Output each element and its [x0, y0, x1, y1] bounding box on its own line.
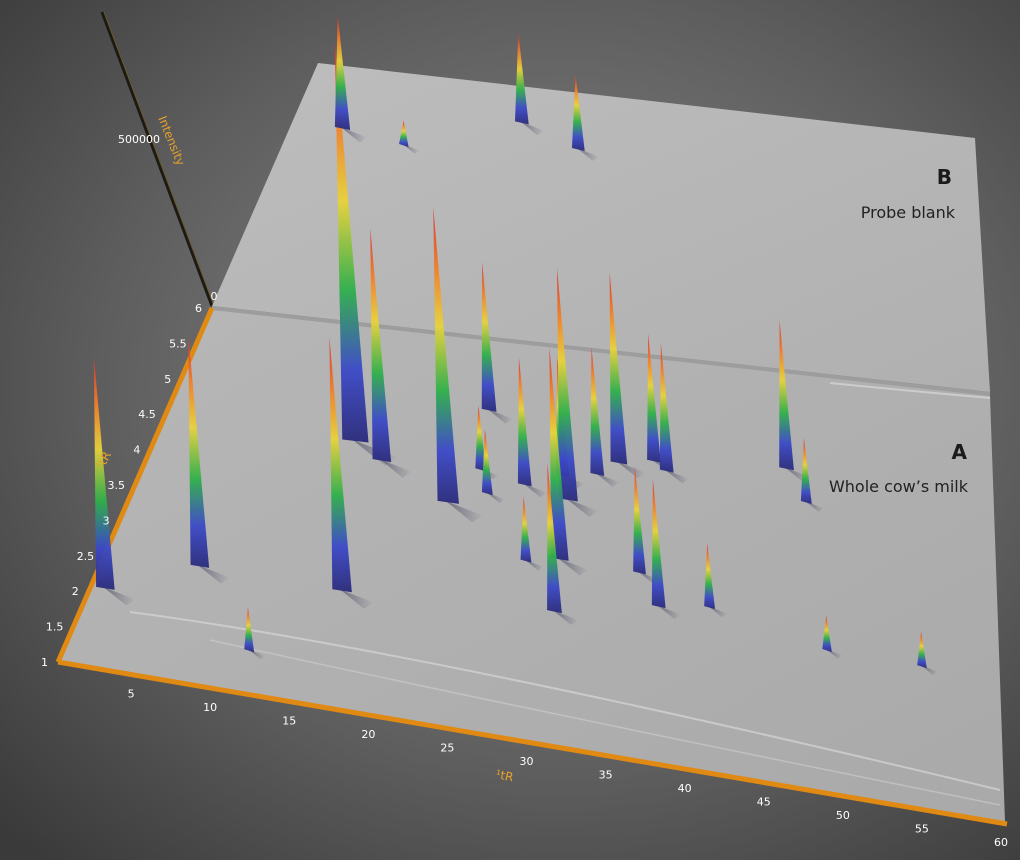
- x-tick-label: 60: [994, 836, 1008, 849]
- peak: [557, 267, 578, 502]
- peak-shadow: [616, 461, 646, 479]
- peak: [590, 346, 605, 476]
- peak-shadow: [487, 408, 514, 424]
- peak: [547, 463, 562, 614]
- peak: [659, 343, 674, 473]
- peak: [481, 261, 497, 412]
- x-tick-label: 25: [440, 742, 454, 755]
- x-axis-bar: [57, 659, 1008, 827]
- x-tick-label: 30: [520, 755, 534, 768]
- y-tick-label: 4: [133, 444, 140, 457]
- peak-shadow: [595, 472, 620, 487]
- peak-shadow: [197, 564, 231, 584]
- x-tick-label: 10: [203, 701, 217, 714]
- baseline-streak: [129, 611, 1001, 791]
- peak-shadow: [524, 559, 544, 571]
- peak-shadow: [247, 649, 266, 660]
- axis-ticks: 5101520253035404550556011.522.533.544.55…: [41, 133, 1008, 849]
- peak: [370, 228, 392, 463]
- peaks-surface-b: [334, 15, 600, 161]
- peak: [800, 437, 812, 504]
- z-tick-label: 500000: [118, 133, 160, 146]
- peak-shadow: [566, 498, 599, 518]
- x-tick-label: 50: [836, 809, 850, 822]
- peak-shadow: [657, 605, 682, 619]
- baseline-streak-3: [829, 382, 991, 399]
- surface-a: [58, 310, 1005, 822]
- peak: [633, 466, 646, 575]
- peak: [917, 631, 927, 669]
- y-tick-label: 4.5: [138, 408, 156, 421]
- peak: [329, 337, 352, 593]
- peak-shadow: [664, 469, 690, 484]
- peak-shadow: [103, 586, 136, 606]
- peak-shadow: [340, 127, 368, 143]
- peak: [433, 206, 459, 504]
- x-axis-title: ¹tR: [494, 767, 514, 784]
- peak: [779, 320, 794, 471]
- panel-b-letter: B: [937, 165, 952, 189]
- peak-shadow: [523, 483, 548, 498]
- y-tick-label: 3.5: [108, 479, 126, 492]
- peak: [517, 357, 532, 487]
- peak: [549, 347, 569, 561]
- y-tick-label: 2.5: [77, 550, 95, 563]
- y-tick-label: 5.5: [169, 337, 187, 350]
- peak-shadow: [552, 610, 579, 625]
- panel-b-name: Probe blank: [861, 203, 956, 222]
- peak-shadow: [557, 557, 589, 576]
- y-tick-label: 1.5: [46, 621, 64, 634]
- peak: [647, 333, 661, 463]
- peak: [651, 479, 666, 609]
- peak: [475, 405, 487, 472]
- peak-shadow: [339, 589, 374, 609]
- peak: [520, 496, 532, 563]
- peak-shadow: [379, 459, 412, 478]
- peak-shadow: [485, 492, 506, 504]
- peak: [609, 272, 628, 465]
- peak: [334, 40, 369, 443]
- peak: [822, 615, 832, 652]
- x-tick-label: 15: [282, 715, 296, 728]
- peak: [93, 355, 115, 590]
- peak: [399, 120, 409, 147]
- y-tick-label: 2: [72, 585, 79, 598]
- peaks-surface-a: [93, 40, 938, 675]
- peak-shadow: [708, 606, 728, 618]
- y-tick-label: 1: [41, 656, 48, 669]
- peak-shadow: [520, 121, 545, 136]
- z-axis-highlight: [103, 11, 215, 307]
- x-tick-label: 20: [361, 728, 375, 741]
- baseline-streak-2: [209, 639, 1001, 806]
- peak-shadow: [576, 147, 600, 161]
- x-tick-label: 45: [757, 796, 771, 809]
- x-tick-label: 40: [678, 782, 692, 795]
- peak-shadow: [445, 500, 484, 523]
- x-tick-label: 5: [128, 688, 135, 701]
- y-axis-bar: [55, 307, 215, 663]
- peak: [571, 74, 585, 151]
- y-tick-label: 6: [195, 302, 202, 315]
- peak: [188, 333, 210, 568]
- x-tick-label: 55: [915, 823, 929, 836]
- x-tick-label: 35: [599, 769, 613, 782]
- peak: [514, 33, 529, 125]
- peak: [334, 15, 351, 131]
- peak: [704, 543, 716, 610]
- peak: [244, 607, 255, 653]
- z-tick-label: 0: [211, 290, 218, 303]
- peak: [481, 429, 493, 496]
- panel-a-name: Whole cow’s milk: [829, 477, 969, 496]
- z-axis-line: [100, 11, 214, 307]
- y-tick-label: 3: [103, 514, 110, 527]
- peak-shadow: [804, 500, 825, 512]
- panel-a-letter: A: [952, 440, 968, 464]
- y-tick-label: 5: [164, 373, 171, 386]
